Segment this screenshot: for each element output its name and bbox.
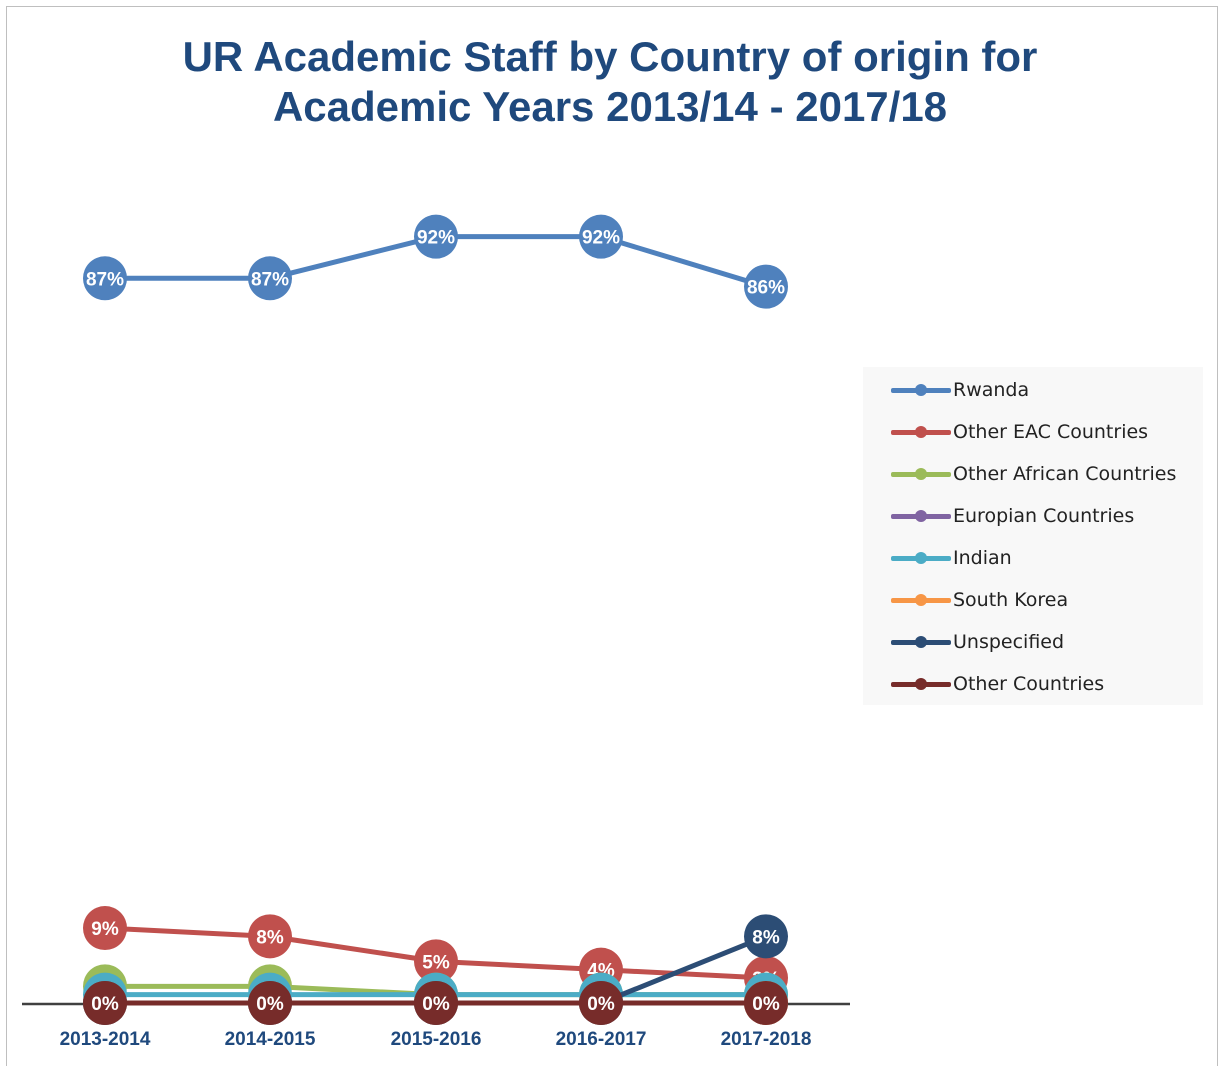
- legend-swatch-unspecified: [891, 636, 951, 648]
- legend-label-unspecified: Unspecified: [953, 631, 1065, 653]
- data-label-rwanda-2015-2016: 92%: [417, 228, 455, 249]
- chart-title: UR Academic Staff by Country of origin f…: [0, 32, 1220, 132]
- data-point-other-eac-countries-2013-2014: [83, 906, 127, 951]
- data-label-other-countries-2013-2014: 0%: [91, 994, 119, 1015]
- x-tick-label-2017-2018: 2017-2018: [721, 1029, 812, 1050]
- chart-title-line-1: UR Academic Staff by Country of origin f…: [182, 33, 1038, 80]
- data-label-other-eac-countries-2014-2015: 8%: [256, 927, 284, 948]
- data-label-other-countries-2014-2015: 0%: [256, 994, 284, 1015]
- data-point-rwanda-2017-2018: [744, 264, 788, 309]
- data-point-unspecified-2017-2018: [744, 914, 788, 959]
- data-point-other-countries-2016-2017: [579, 981, 623, 1025]
- data-label-unspecified-2017-2018: 8%: [752, 927, 780, 948]
- chart-legend: Rwanda Other EAC Countries Other African C…: [863, 367, 1203, 705]
- legend-swatch-other-countries: [891, 678, 951, 690]
- legend-item-south-korea: South Korea: [891, 585, 1068, 615]
- data-point-other-eac-countries-2015-2016: [414, 939, 458, 984]
- legend-label-other-countries: Other Countries: [953, 673, 1105, 695]
- chart-title-line-2: Academic Years 2013/14 - 2017/18: [272, 83, 948, 130]
- data-point-rwanda-2016-2017: [579, 214, 623, 259]
- legend-swatch-south-korea: [891, 594, 951, 606]
- legend-swatch-europian-countries: [891, 510, 951, 522]
- chart-frame: [6, 6, 1218, 1066]
- legend-swatch-other-eac-countries: [891, 426, 951, 438]
- data-point-other-eac-countries-2014-2015: [248, 914, 292, 959]
- data-point-rwanda-2015-2016: [414, 214, 458, 259]
- data-label-other-countries-2015-2016: 0%: [422, 994, 450, 1015]
- data-point-rwanda-2014-2015: [248, 256, 292, 301]
- legend-label-other-eac-countries: Other EAC Countries: [953, 421, 1149, 443]
- data-label-rwanda-2014-2015: 87%: [251, 269, 289, 290]
- legend-item-rwanda: Rwanda: [891, 375, 1029, 405]
- data-point-rwanda-2013-2014: [83, 256, 127, 301]
- legend-label-indian: Indian: [953, 547, 1012, 569]
- data-point-other-countries-2015-2016: [414, 981, 458, 1025]
- x-tick-label-2013-2014: 2013-2014: [60, 1029, 151, 1050]
- legend-item-other-african-countries: Other African Countries: [891, 459, 1176, 489]
- data-label-other-eac-countries-2013-2014: 9%: [91, 919, 119, 940]
- data-point-other-countries-2017-2018: [744, 981, 788, 1025]
- x-tick-label-2014-2015: 2014-2015: [225, 1029, 316, 1050]
- data-label-other-countries-2017-2018: 0%: [752, 994, 780, 1015]
- series-other-countries: 0% 0% 0% 0% 0%: [83, 981, 788, 1025]
- data-label-rwanda-2017-2018: 86%: [747, 278, 785, 299]
- x-tick-label-2016-2017: 2016-2017: [556, 1029, 647, 1050]
- data-label-rwanda-2016-2017: 92%: [582, 228, 620, 249]
- legend-label-rwanda: Rwanda: [953, 379, 1030, 401]
- legend-item-indian: Indian: [891, 543, 1012, 573]
- legend-item-europian-countries: Europian Countries: [891, 501, 1134, 531]
- legend-item-other-eac-countries: Other EAC Countries: [891, 417, 1148, 447]
- x-tick-label-2015-2016: 2015-2016: [391, 1029, 482, 1050]
- data-label-rwanda-2013-2014: 87%: [86, 269, 124, 290]
- data-point-other-countries-2013-2014: [83, 981, 127, 1025]
- data-label-other-countries-2016-2017: 0%: [587, 994, 615, 1015]
- data-label-other-eac-countries-2015-2016: 5%: [422, 952, 450, 973]
- legend-label-other-african-countries: Other African Countries: [953, 463, 1177, 485]
- series-rwanda: 87% 87% 92% 92% 86%: [83, 214, 788, 309]
- legend-item-unspecified: Unspecified: [891, 627, 1064, 657]
- legend-swatch-rwanda: [891, 384, 951, 396]
- legend-swatch-other-african-countries: [891, 468, 951, 480]
- legend-label-europian-countries: Europian Countries: [953, 505, 1135, 527]
- data-point-other-countries-2014-2015: [248, 981, 292, 1025]
- legend-label-south-korea: South Korea: [953, 589, 1069, 611]
- legend-swatch-indian: [891, 552, 951, 564]
- legend-item-other-countries: Other Countries: [891, 669, 1104, 699]
